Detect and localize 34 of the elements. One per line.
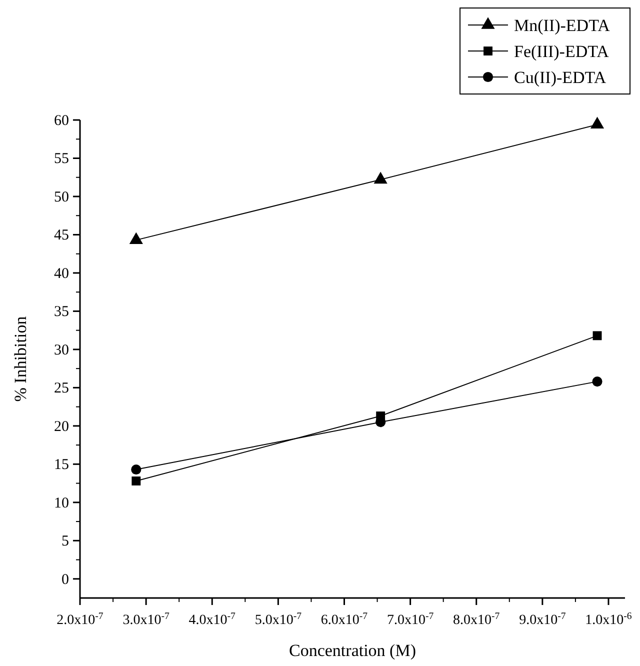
x-tick-label: 1.0x10$^{-6}$ xyxy=(585,610,632,628)
x-tick-label: 2.0x10$^{-7}$ xyxy=(56,610,104,628)
y-tick-label: 5 xyxy=(62,534,69,550)
y-tick-label: 50 xyxy=(54,189,69,206)
y-tick-label: 0 xyxy=(62,572,69,588)
x-tick-label: 7.0x10$^{-7}$ xyxy=(386,610,434,628)
y-tick-label: 10 xyxy=(54,495,69,512)
y-tick-label: 35 xyxy=(54,304,69,320)
y-tick-label: 45 xyxy=(54,228,69,244)
x-tick-label: 5.0x10$^{-7}$ xyxy=(254,610,302,628)
point xyxy=(590,116,604,129)
y-tick-label: 55 xyxy=(54,151,69,168)
y-tick-label: 20 xyxy=(54,418,69,435)
point xyxy=(132,476,141,486)
point xyxy=(129,232,143,244)
point xyxy=(592,376,602,387)
x-tick-label: 6.0x10$^{-7}$ xyxy=(320,610,368,628)
x-axis-title: Concentration (M) xyxy=(289,641,416,660)
y-tick-label: 40 xyxy=(54,266,69,282)
point xyxy=(131,464,142,475)
x-tick-label: 3.0x10$^{-7}$ xyxy=(122,610,170,628)
y-tick-label: 15 xyxy=(54,457,69,474)
legend-label: Mn(II)-EDTA xyxy=(514,16,611,35)
y-tick-label: 30 xyxy=(54,342,69,358)
x-tick-label: 4.0x10$^{-7}$ xyxy=(188,610,236,628)
legend-label: Fe(III)-EDTA xyxy=(514,42,610,61)
y-tick-label: 25 xyxy=(54,380,69,397)
y-axis-title: % Inhibition xyxy=(11,316,30,402)
x-tick-label: 8.0x10$^{-7}$ xyxy=(453,610,500,628)
y-tick-label: 60 xyxy=(54,113,69,129)
legend-label: Cu(II)-EDTA xyxy=(514,68,607,87)
x-tick-label: 9.0x10$^{-7}$ xyxy=(519,610,566,628)
point xyxy=(374,172,388,184)
point xyxy=(592,331,602,340)
